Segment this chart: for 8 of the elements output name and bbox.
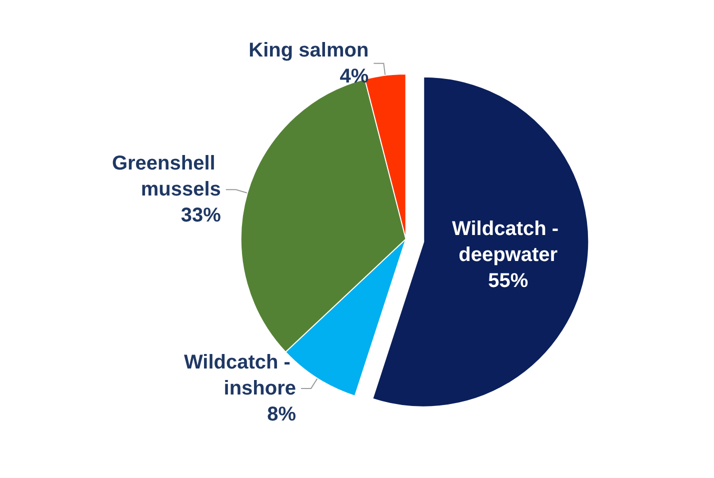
slice-label: King salmon [248, 39, 369, 62]
data-label: 8% [267, 403, 296, 426]
slice-label: Wildcatch - deepwater [452, 218, 564, 266]
data-label: 55% [488, 270, 528, 292]
data-label: 4% [340, 65, 369, 88]
data-label: 33% [180, 204, 222, 227]
slice-label: Wildcatch - inshore [184, 351, 296, 400]
slice-label: Greenshell mussels [112, 152, 221, 201]
